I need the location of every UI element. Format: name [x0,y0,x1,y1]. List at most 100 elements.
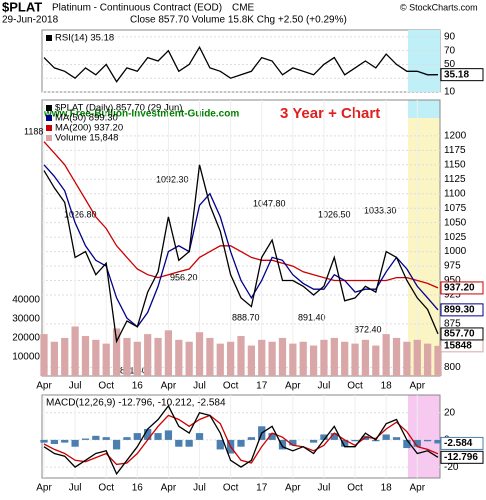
bar [382,434,390,440]
bar [92,339,100,376]
end-label-box [440,281,484,295]
bar [351,439,359,442]
x-tick-label: Oct [98,381,114,392]
description: Platinum - Continuous Contract (EOD) [52,3,222,14]
bar [154,337,162,376]
bar [227,341,235,376]
bar [361,339,370,376]
end-label: -12.796 [444,452,478,463]
y2-tick-label: 10000 [12,352,40,363]
annotation: 811.40 [120,365,147,375]
bar [341,341,349,376]
bar [413,339,421,376]
bar [206,337,214,376]
bar [258,339,266,376]
bar [351,343,359,376]
bar [164,430,173,440]
x-tick-label: Apr [409,381,425,392]
bar [392,337,401,376]
y-tick-label: 1000 [444,246,467,257]
end-label-box [440,436,484,450]
watermark: www.Free-Bullion-Investment-Guide.com [43,109,239,120]
end-label: 857.70 [444,329,475,340]
annotation: 956.20 [170,272,198,282]
annotation: 872.40 [354,324,382,334]
y-tick-label: 975 [444,261,461,272]
bar [144,429,152,440]
end-label-box [440,327,484,341]
line [43,164,439,344]
line [43,164,439,328]
y-tick-label: 1200 [444,131,467,142]
bar [434,439,442,444]
line [43,141,439,289]
bar [112,328,121,376]
annotation: 891.40 [298,312,326,322]
x-tick-label: Jul [193,381,206,392]
annotation: 888.70 [232,312,260,322]
legend-swatch [46,35,52,41]
bar [195,332,204,376]
bar [133,433,141,440]
annotation: 1188 [24,126,43,136]
x-tick-label: 17 [256,483,268,494]
bar [403,341,411,376]
x-tick-label: Apr [36,381,52,392]
end-label: 35.18 [444,69,469,80]
x-tick-label: Jul [69,483,82,494]
bar [278,439,287,450]
macd-highlight [408,395,440,478]
y2-tick-label: 40000 [12,295,40,306]
price-highlight-top [408,100,440,118]
x-tick-label: Apr [36,483,52,494]
bar [330,337,338,376]
end-label: -2.584 [444,438,473,449]
macd-panel [41,394,441,479]
bar [92,435,100,440]
bar [424,343,432,376]
bar [278,337,287,376]
bar [320,339,328,376]
caption: 3 Year + Chart [280,105,380,122]
x-tick-label: Jul [318,483,331,494]
bar [102,437,110,440]
bar [123,337,131,376]
legend-entry: Volume 15,848 [55,133,118,144]
y-tick-label: 1175 [444,145,466,156]
x-tick-label: Apr [285,381,301,392]
bar [372,345,380,376]
bar [237,336,245,376]
bar [268,433,276,440]
y-tick-label: 90 [444,32,456,43]
price-highlight [408,118,440,376]
x-tick-label: Apr [409,483,425,494]
bar [403,439,411,449]
x-tick-label: Oct [347,483,363,494]
y-tick-label: 20 [444,407,456,418]
end-label-box [440,68,484,82]
bar [289,439,297,446]
annotation: 1092.30 [156,174,189,184]
x-tick-label: 18 [381,483,393,494]
y2-tick-label: 30000 [12,314,40,325]
x-tick-label: 16 [132,483,144,494]
annotation: 1026.80 [64,209,97,219]
bar [289,343,297,376]
x-tick-label: 16 [132,381,144,392]
end-label: 899.30 [444,305,475,316]
legend-entry: $PLAT (Daily) 857.70 (29 Jun) [55,103,182,114]
y-tick-label: 1150 [444,159,466,170]
bar [309,345,318,376]
legend-entry: MA(50) 899.30 [55,113,118,124]
x-tick-label: Apr [161,483,177,494]
line [43,45,439,83]
bar [382,334,390,376]
x-tick-label: Jul [69,381,82,392]
bar [81,336,90,376]
x-tick-label: 18 [381,381,393,392]
bar [392,437,401,440]
bar [247,345,255,376]
x-tick-label: 17 [256,381,268,392]
